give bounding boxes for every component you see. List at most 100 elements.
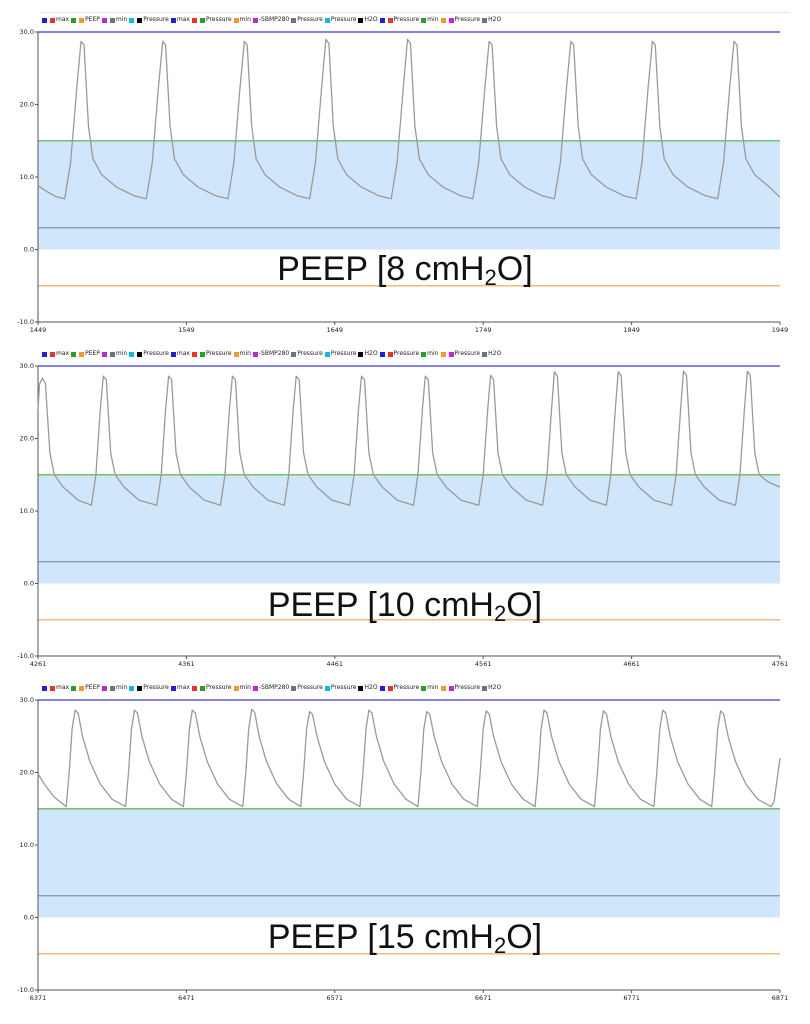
legend-item[interactable]: Pressure <box>137 14 169 27</box>
legend-swatch <box>42 17 47 23</box>
legend-item[interactable]: PEEP <box>79 348 100 361</box>
legend-label: min <box>427 684 439 691</box>
caption-prefix: PEEP [10 cmH <box>267 586 494 624</box>
legend-label: Pressure <box>143 350 169 357</box>
legend-item[interactable] <box>440 683 447 695</box>
legend-swatch <box>50 351 55 357</box>
legend-item[interactable] <box>42 683 48 695</box>
y-tick-label: 10.0 <box>20 841 34 849</box>
legend-label: H2O <box>488 684 502 691</box>
legend-item[interactable] <box>129 349 135 361</box>
x-tick-label: 4361 <box>178 660 195 668</box>
legend-item[interactable]: Pressure <box>291 14 323 27</box>
legend-label: min <box>115 684 128 691</box>
y-tick-label: 30.0 <box>20 362 34 370</box>
x-tick-label: 1949 <box>772 326 789 334</box>
legend-item[interactable]: min <box>421 348 439 361</box>
legend-item[interactable]: max <box>170 14 190 27</box>
legend-item[interactable]: PEEP <box>79 682 100 695</box>
legend-item[interactable]: Pressure <box>387 348 419 361</box>
legend-item[interactable] <box>71 349 77 361</box>
legend-item[interactable]: min <box>109 682 128 695</box>
x-tick-label: 6871 <box>772 994 789 1002</box>
legend-item[interactable]: max <box>50 14 69 27</box>
chart-panel-peep-8: max PEEP min Pressure max Pressure min -SBMP280… <box>0 14 810 334</box>
legend-item[interactable] <box>191 15 198 27</box>
legend-item[interactable]: H2O <box>482 348 501 361</box>
x-tick-label: 1549 <box>178 326 195 334</box>
legend-item[interactable]: min <box>233 348 251 361</box>
legend-item[interactable]: min <box>233 14 251 27</box>
legend-label: -SBMP280 <box>258 350 290 357</box>
legend-label: Pressure <box>330 16 357 23</box>
legend-item[interactable]: H2O <box>358 682 378 695</box>
legend-swatch <box>387 685 393 691</box>
legend-item[interactable]: Pressure <box>448 348 480 361</box>
legend-swatch <box>191 17 197 23</box>
legend-item[interactable]: min <box>233 682 251 695</box>
x-tick-label: 6671 <box>475 994 492 1002</box>
legend-item[interactable] <box>101 683 108 695</box>
legend-item[interactable] <box>101 349 108 361</box>
legend-item[interactable] <box>191 683 198 695</box>
x-tick-label: 6471 <box>178 994 195 1002</box>
legend-item[interactable]: Pressure <box>291 682 323 695</box>
legend-item[interactable] <box>440 15 447 27</box>
legend-swatch <box>71 17 77 23</box>
legend-item[interactable] <box>42 349 48 361</box>
legend-item[interactable]: Pressure <box>137 682 169 695</box>
legend-item[interactable] <box>191 349 198 361</box>
legend-item[interactable]: max <box>50 348 69 361</box>
legend-item[interactable]: max <box>50 682 69 695</box>
y-tick-label: 20.0 <box>20 101 34 109</box>
legend-item[interactable] <box>440 349 447 361</box>
legend-label: Pressure <box>330 684 357 691</box>
legend-item[interactable]: min <box>421 682 439 695</box>
legend-item[interactable]: PEEP <box>79 14 100 27</box>
legend-swatch <box>199 17 205 23</box>
legend-item[interactable]: Pressure <box>199 682 232 695</box>
legend-item[interactable]: Pressure <box>448 14 480 27</box>
legend-item[interactable] <box>379 683 386 695</box>
legend-item[interactable] <box>379 349 386 361</box>
legend-item[interactable] <box>129 15 135 27</box>
legend-item[interactable]: min <box>421 14 439 27</box>
legend: max PEEP min Pressure max Pressure min -SBMP280… <box>42 348 503 360</box>
legend-item[interactable]: Pressure <box>137 348 169 361</box>
legend-item[interactable] <box>71 683 77 695</box>
legend-item[interactable]: Pressure <box>199 348 232 361</box>
legend-item[interactable] <box>101 15 108 27</box>
legend-item[interactable]: -SBMP280 <box>252 682 289 695</box>
legend-item[interactable]: Pressure <box>291 348 323 361</box>
caption-suffix: O] <box>506 586 543 624</box>
legend-label: min <box>427 350 439 357</box>
legend-item[interactable] <box>42 15 48 27</box>
legend-item[interactable]: min <box>109 14 127 27</box>
legend-item[interactable]: H2O <box>482 682 501 695</box>
y-tick-label: 10.0 <box>20 173 34 181</box>
legend-swatch <box>387 17 393 23</box>
legend-item[interactable]: Pressure <box>387 14 420 27</box>
legend-swatch <box>421 351 427 357</box>
legend-item[interactable]: H2O <box>358 348 378 361</box>
legend-item[interactable]: max <box>170 682 190 695</box>
legend-label: min <box>239 350 251 357</box>
legend-item[interactable]: Pressure <box>324 348 356 361</box>
legend-item[interactable]: max <box>170 348 190 361</box>
legend-item[interactable] <box>129 683 135 695</box>
legend-item[interactable]: Pressure <box>324 14 357 27</box>
legend-item[interactable]: Pressure <box>199 14 232 27</box>
legend-item[interactable] <box>71 15 77 27</box>
chart-panel-peep-10: max PEEP min Pressure max Pressure min -SBMP280… <box>0 348 810 668</box>
legend-item[interactable]: Pressure <box>448 682 480 695</box>
legend-item[interactable]: H2O <box>358 14 378 27</box>
legend-item[interactable]: Pressure <box>387 682 419 695</box>
legend-item[interactable]: H2O <box>482 14 501 27</box>
legend-swatch <box>170 685 176 691</box>
legend-item[interactable]: -SBMP280 <box>252 348 290 361</box>
legend-item[interactable]: -SBMP280 <box>252 14 289 27</box>
legend-item[interactable] <box>379 15 386 27</box>
legend-item[interactable]: Pressure <box>324 682 357 695</box>
legend-label: Pressure <box>393 16 420 23</box>
legend-item[interactable]: min <box>109 348 127 361</box>
